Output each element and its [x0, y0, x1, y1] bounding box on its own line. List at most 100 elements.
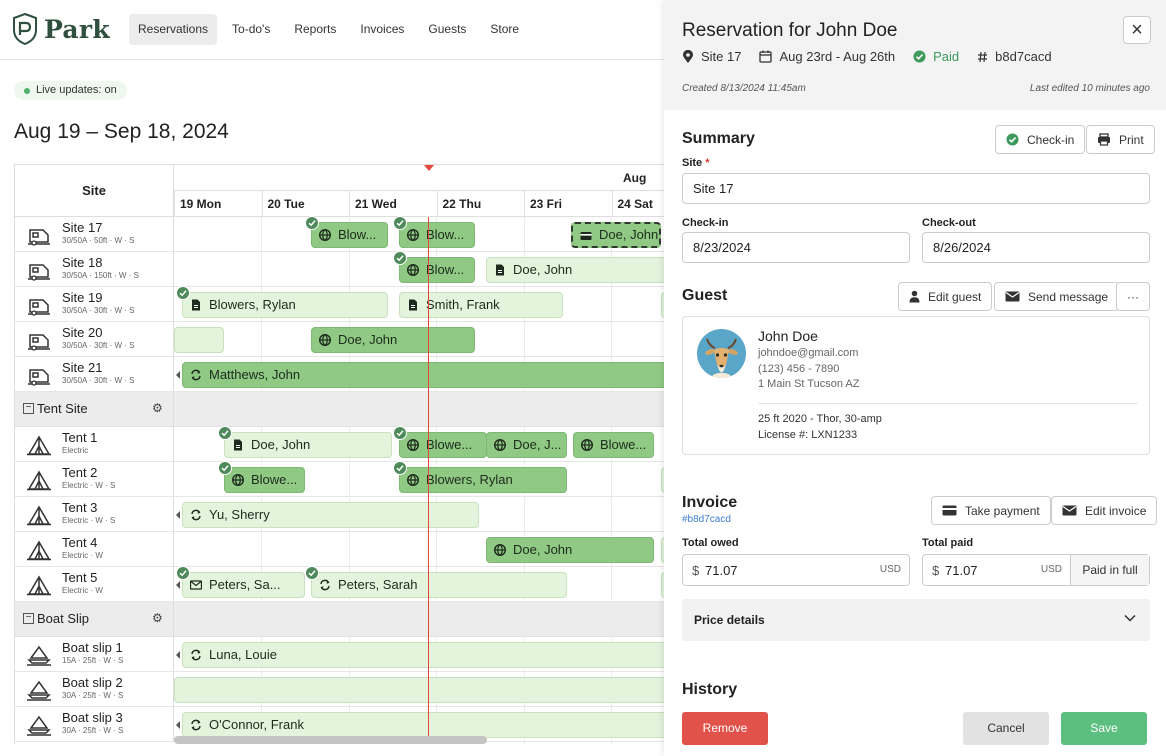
reservation-bar[interactable] — [174, 677, 664, 703]
reservation-bar[interactable] — [661, 467, 664, 493]
price-details-toggle[interactable]: Price details — [682, 599, 1150, 641]
site-row: Tent 1 Electric — [15, 427, 664, 462]
nav-tab-guests[interactable]: Guests — [428, 22, 467, 36]
reservation-label: Blowe... — [251, 472, 298, 487]
site-cell[interactable]: Boat slip 2 30A · 25ft · W · S — [15, 672, 174, 706]
site-input[interactable]: Site 17 — [682, 173, 1150, 204]
live-updates-badge[interactable]: Live updates: on — [14, 81, 127, 100]
check-circle-icon — [1006, 133, 1019, 146]
reservation-bar[interactable]: Blowe... — [573, 432, 654, 458]
guest-email[interactable]: johndoe@gmail.com — [758, 347, 859, 359]
continues-left-icon — [176, 651, 180, 659]
person-icon — [909, 290, 920, 303]
gear-icon[interactable]: ⚙ — [152, 611, 163, 625]
reservation-bar[interactable]: Matthews, John — [182, 362, 664, 388]
edit-guest-button[interactable]: Edit guest — [898, 282, 993, 311]
save-button[interactable]: Save — [1061, 712, 1147, 745]
total-owed-field[interactable]: $ 71.07 USD — [682, 554, 910, 586]
nav-tab-store[interactable]: Store — [490, 22, 520, 36]
site-meta: 30/50A · 150ft · W · S — [62, 271, 139, 280]
remove-button[interactable]: Remove — [682, 712, 768, 745]
reservation-bar[interactable]: Blow... — [399, 257, 475, 283]
site-cell[interactable]: Site 20 30/50A · 30ft · W · S — [15, 322, 174, 356]
send-message-button[interactable]: Send message — [994, 282, 1120, 311]
reservation-bar[interactable]: Yu, Sherry — [182, 502, 479, 528]
reservation-bar[interactable]: Blow... — [399, 222, 475, 248]
reservation-bar[interactable]: Luna, Louie — [182, 642, 664, 668]
site-cell[interactable]: Site 21 30/50A · 30ft · W · S — [15, 357, 174, 391]
tent-icon — [27, 470, 51, 491]
reservation-bar[interactable] — [661, 572, 664, 598]
reservation-bar[interactable]: Doe, John — [486, 257, 664, 283]
reservation-bar[interactable]: Peters, Sa... — [182, 572, 305, 598]
site-cell[interactable]: Site 19 30/50A · 30ft · W · S — [15, 287, 174, 321]
checkout-date-input[interactable]: 8/26/2024 — [922, 232, 1150, 263]
currency-unit: USD — [879, 564, 901, 575]
repeat-icon — [191, 369, 201, 381]
close-button[interactable]: × — [1123, 16, 1151, 44]
collapse-icon[interactable]: − — [23, 613, 34, 624]
reservation-bar[interactable]: Blowers, Rylan — [182, 292, 388, 318]
site-meta: 30/50A · 30ft · W · S — [62, 376, 135, 385]
reservation-bar[interactable]: Doe, J... — [486, 432, 567, 458]
guest-card: John Doe johndoe@gmail.com (123) 456 - 7… — [682, 316, 1150, 455]
total-owed-value: 71.07 — [705, 563, 738, 578]
repeat-icon — [320, 579, 330, 591]
nav-tab-reports[interactable]: Reports — [294, 22, 337, 36]
reservation-bar[interactable]: Doe, John — [224, 432, 392, 458]
nav-tab-todos[interactable]: To-do's — [232, 22, 271, 36]
today-marker-icon — [424, 165, 434, 171]
print-button[interactable]: Print — [1086, 125, 1155, 154]
site-cell[interactable]: Tent 3 Electric · W · S — [15, 497, 174, 531]
take-payment-button[interactable]: Take payment — [931, 496, 1051, 525]
total-paid-field[interactable]: $ 71.07 USD Paid in full — [922, 554, 1150, 586]
nav-tab-invoices[interactable]: Invoices — [360, 22, 405, 36]
reservation-bar[interactable] — [174, 327, 224, 353]
gear-icon[interactable]: ⚙ — [152, 401, 163, 415]
group-side — [15, 602, 174, 637]
reservation-bar[interactable]: Doe, John — [486, 537, 654, 563]
invoice-link[interactable]: #b8d7cacd — [682, 514, 731, 525]
collapse-icon[interactable]: − — [23, 403, 34, 414]
site-cell[interactable]: Tent 1 Electric — [15, 427, 174, 461]
reservation-bar[interactable]: O'Connor, Frank — [182, 712, 664, 738]
doc-icon — [192, 299, 200, 311]
site-cell[interactable]: Tent 4 Electric · W — [15, 532, 174, 566]
site-cell[interactable]: Site 18 30/50A · 150ft · W · S — [15, 252, 174, 286]
reservation-label: Doe, John — [513, 262, 573, 277]
reservation-bar[interactable]: Blow... — [311, 222, 388, 248]
reservation-bar[interactable]: Doe, John — [571, 222, 661, 248]
boat-slip-icon — [27, 645, 51, 666]
reservation-bar[interactable]: Doe, John — [311, 327, 475, 353]
checkin-date-input[interactable]: 8/23/2024 — [682, 232, 910, 263]
reservation-bar[interactable]: Peters, Sarah — [311, 572, 567, 598]
cancel-button[interactable]: Cancel — [963, 712, 1049, 745]
logo[interactable]: Park — [12, 13, 110, 45]
site-cell[interactable]: Site 17 30/50A · 50ft · W · S — [15, 217, 174, 251]
site-column-header: Site — [15, 165, 174, 217]
nav-tab-reservations[interactable]: Reservations — [129, 14, 218, 45]
reservation-bar[interactable]: Blowe... — [224, 467, 305, 493]
repeat-icon — [191, 509, 201, 521]
reservation-bar[interactable]: Blowers, Rylan — [399, 467, 567, 493]
site-cell[interactable]: Boat slip 3 30A · 25ft · W · S — [15, 707, 174, 741]
guest-title: Guest — [682, 287, 728, 304]
reservation-bar[interactable]: Smith, Frank — [399, 292, 563, 318]
reservation-bar[interactable] — [661, 537, 664, 563]
site-row: Boat slip 2 30A · 25ft · W · S — [15, 672, 664, 707]
deer-avatar-icon — [705, 338, 738, 378]
site-cell[interactable]: Tent 5 Electric · W — [15, 567, 174, 601]
site-cell[interactable]: Tent 2 Electric · W · S — [15, 462, 174, 496]
day-header-row: 19 Mon 20 Tue 21 Wed 22 Thu 23 Fri 24 Sa… — [174, 191, 664, 217]
meta-id: b8d7cacd — [977, 49, 1052, 64]
reservation-bar[interactable] — [661, 292, 664, 318]
more-options-button[interactable]: ··· — [1116, 282, 1150, 311]
reservation-bar[interactable]: Blowe... — [399, 432, 487, 458]
site-cell[interactable]: Boat slip 1 15A · 25ft · W · S — [15, 637, 174, 671]
globe-icon — [407, 439, 419, 451]
horizontal-scrollbar[interactable] — [174, 736, 487, 744]
edit-invoice-button[interactable]: Edit invoice — [1051, 496, 1158, 525]
site-meta: 30A · 25ft · W · S — [62, 691, 124, 700]
check-in-button[interactable]: Check-in — [995, 125, 1086, 154]
tent-icon — [27, 435, 51, 456]
